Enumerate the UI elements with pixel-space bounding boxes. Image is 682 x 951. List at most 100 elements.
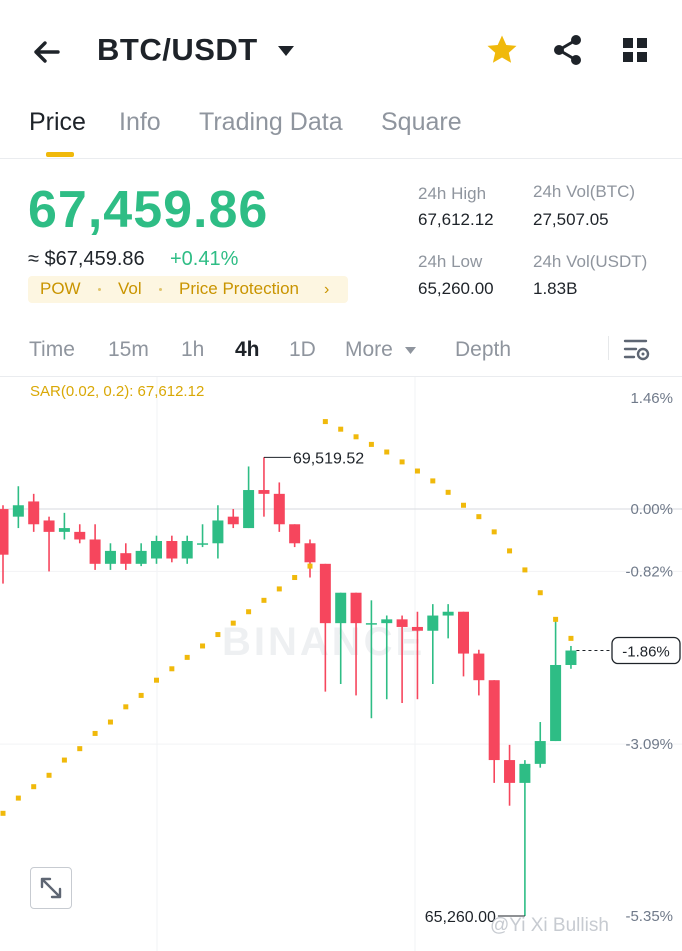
last-price: 67,459.86 (28, 181, 269, 239)
interval-15m[interactable]: 15m (108, 338, 149, 361)
candle-body (227, 516, 239, 525)
candle-body (135, 550, 147, 564)
current-price-pill (611, 636, 681, 665)
caret-down-icon[interactable] (276, 44, 296, 58)
candle-body (458, 611, 469, 654)
y-axis-tick-label: 1.46% (630, 390, 673, 407)
low-label: 24h Low (418, 252, 483, 271)
tab-square[interactable]: Square (381, 108, 462, 136)
tab-info[interactable]: Info (119, 108, 161, 136)
candle-body (0, 509, 9, 555)
back-arrow-icon[interactable] (28, 34, 64, 70)
low-value: 65,260.00 (418, 279, 494, 298)
active-tab-indicator (46, 152, 74, 157)
sar-dot (292, 575, 298, 581)
tab-trading-data[interactable]: Trading Data (199, 108, 343, 136)
sar-dot (169, 666, 175, 672)
top-bar: BTC/USDT (0, 0, 682, 100)
candle-body (565, 650, 577, 665)
candle-body (504, 760, 516, 783)
sar-dot (553, 616, 559, 622)
sar-dot (353, 434, 359, 440)
sar-dot (246, 609, 252, 615)
sar-dot (338, 426, 344, 432)
candle-body (411, 626, 423, 631)
high-value: 67,612.12 (418, 210, 494, 229)
candle-body (212, 520, 224, 544)
sar-dot (399, 459, 405, 465)
candle-body (488, 680, 500, 761)
candle-body (442, 611, 454, 616)
interval-1d[interactable]: 1D (289, 338, 316, 361)
tab-price[interactable]: Price (29, 108, 86, 136)
candle-body (319, 563, 331, 624)
sar-dot (384, 449, 390, 455)
low-annotation-label: 65,260.00 (425, 909, 496, 926)
interval-depth[interactable]: Depth (455, 338, 512, 361)
chart-settings-icon[interactable] (622, 336, 652, 364)
candlestick-chart[interactable]: 1.46% 0.00% -0.82% -3.09% -5.35% 69,519.52 65,… (0, 377, 682, 951)
candle-body (120, 553, 132, 564)
watermark: BINANCE (222, 620, 426, 664)
candle-body (197, 543, 209, 545)
candle-body (304, 543, 316, 563)
interval-4h[interactable]: 4h (235, 338, 260, 361)
tag-separator (98, 288, 101, 291)
interval-1h[interactable]: 1h (181, 338, 205, 361)
y-axis-tick-label: -3.09% (625, 736, 673, 753)
vol-btc-value: 27,507.05 (533, 210, 609, 229)
candle-body (534, 741, 546, 764)
candle-body (273, 493, 285, 525)
sar-dot (368, 441, 374, 447)
pair-title[interactable]: BTC/USDT (97, 32, 258, 67)
tag-pow[interactable]: POW (40, 279, 81, 298)
sar-dot (15, 795, 21, 801)
sar-dot (276, 586, 282, 592)
tag-vol[interactable]: Vol (118, 279, 142, 298)
price-change-percent: +0.41% (170, 248, 239, 270)
interval-time[interactable]: Time (29, 338, 75, 361)
sar-dot (568, 635, 574, 641)
sar-dot (154, 677, 159, 683)
divider (608, 336, 609, 360)
more-caret-icon[interactable] (404, 346, 417, 355)
interval-more[interactable]: More (345, 338, 393, 361)
tag-bar[interactable]: POW Vol Price Protection (28, 276, 348, 303)
candle-body (427, 615, 439, 631)
candle-body (58, 528, 70, 532)
sar-dot (200, 643, 206, 649)
sar-dot (522, 567, 528, 573)
y-axis-tick-label: -0.82% (625, 563, 673, 580)
y-axis-tick-label: -5.35% (625, 908, 673, 925)
candle-body (43, 520, 55, 532)
sar-dot (184, 654, 190, 660)
grid-icon[interactable] (620, 35, 650, 65)
interval-bar: Time 15m 1h 4h 1D More Depth (0, 330, 682, 370)
sar-dot (107, 719, 113, 725)
current-price-label: -1.86% (622, 644, 670, 661)
expand-icon (40, 877, 62, 899)
sar-dot (491, 529, 497, 535)
chevron-right-icon[interactable]: › (324, 281, 330, 298)
sar-dot (476, 514, 482, 520)
share-icon[interactable] (551, 33, 585, 67)
sar-dot (322, 419, 328, 425)
candle-body (28, 501, 40, 525)
star-icon[interactable] (485, 33, 519, 67)
expand-chart-button[interactable] (30, 867, 72, 909)
sar-dot (61, 757, 67, 763)
tag-price-protection[interactable]: Price Protection (179, 279, 299, 298)
price-chart[interactable]: BINANCE 1.46% 0.00% -0.82% -3.09% -5.35% 69,5… (0, 376, 682, 951)
candle-body (243, 490, 255, 529)
tab-bar: Price Info Trading Data Square (0, 104, 682, 159)
candle-body (151, 541, 162, 559)
vol-usdt-value: 1.83B (533, 279, 578, 298)
sar-indicator-label: SAR(0.02, 0.2): 67,612.12 (30, 383, 205, 400)
sar-dot (215, 632, 221, 638)
sar-dot (307, 563, 313, 569)
vol-usdt-label: 24h Vol(USDT) (533, 252, 648, 271)
sar-dot (123, 704, 129, 710)
author-watermark: @Yi Xi Bullish (490, 915, 609, 936)
candle-body (258, 490, 270, 494)
candle-body (335, 592, 347, 624)
